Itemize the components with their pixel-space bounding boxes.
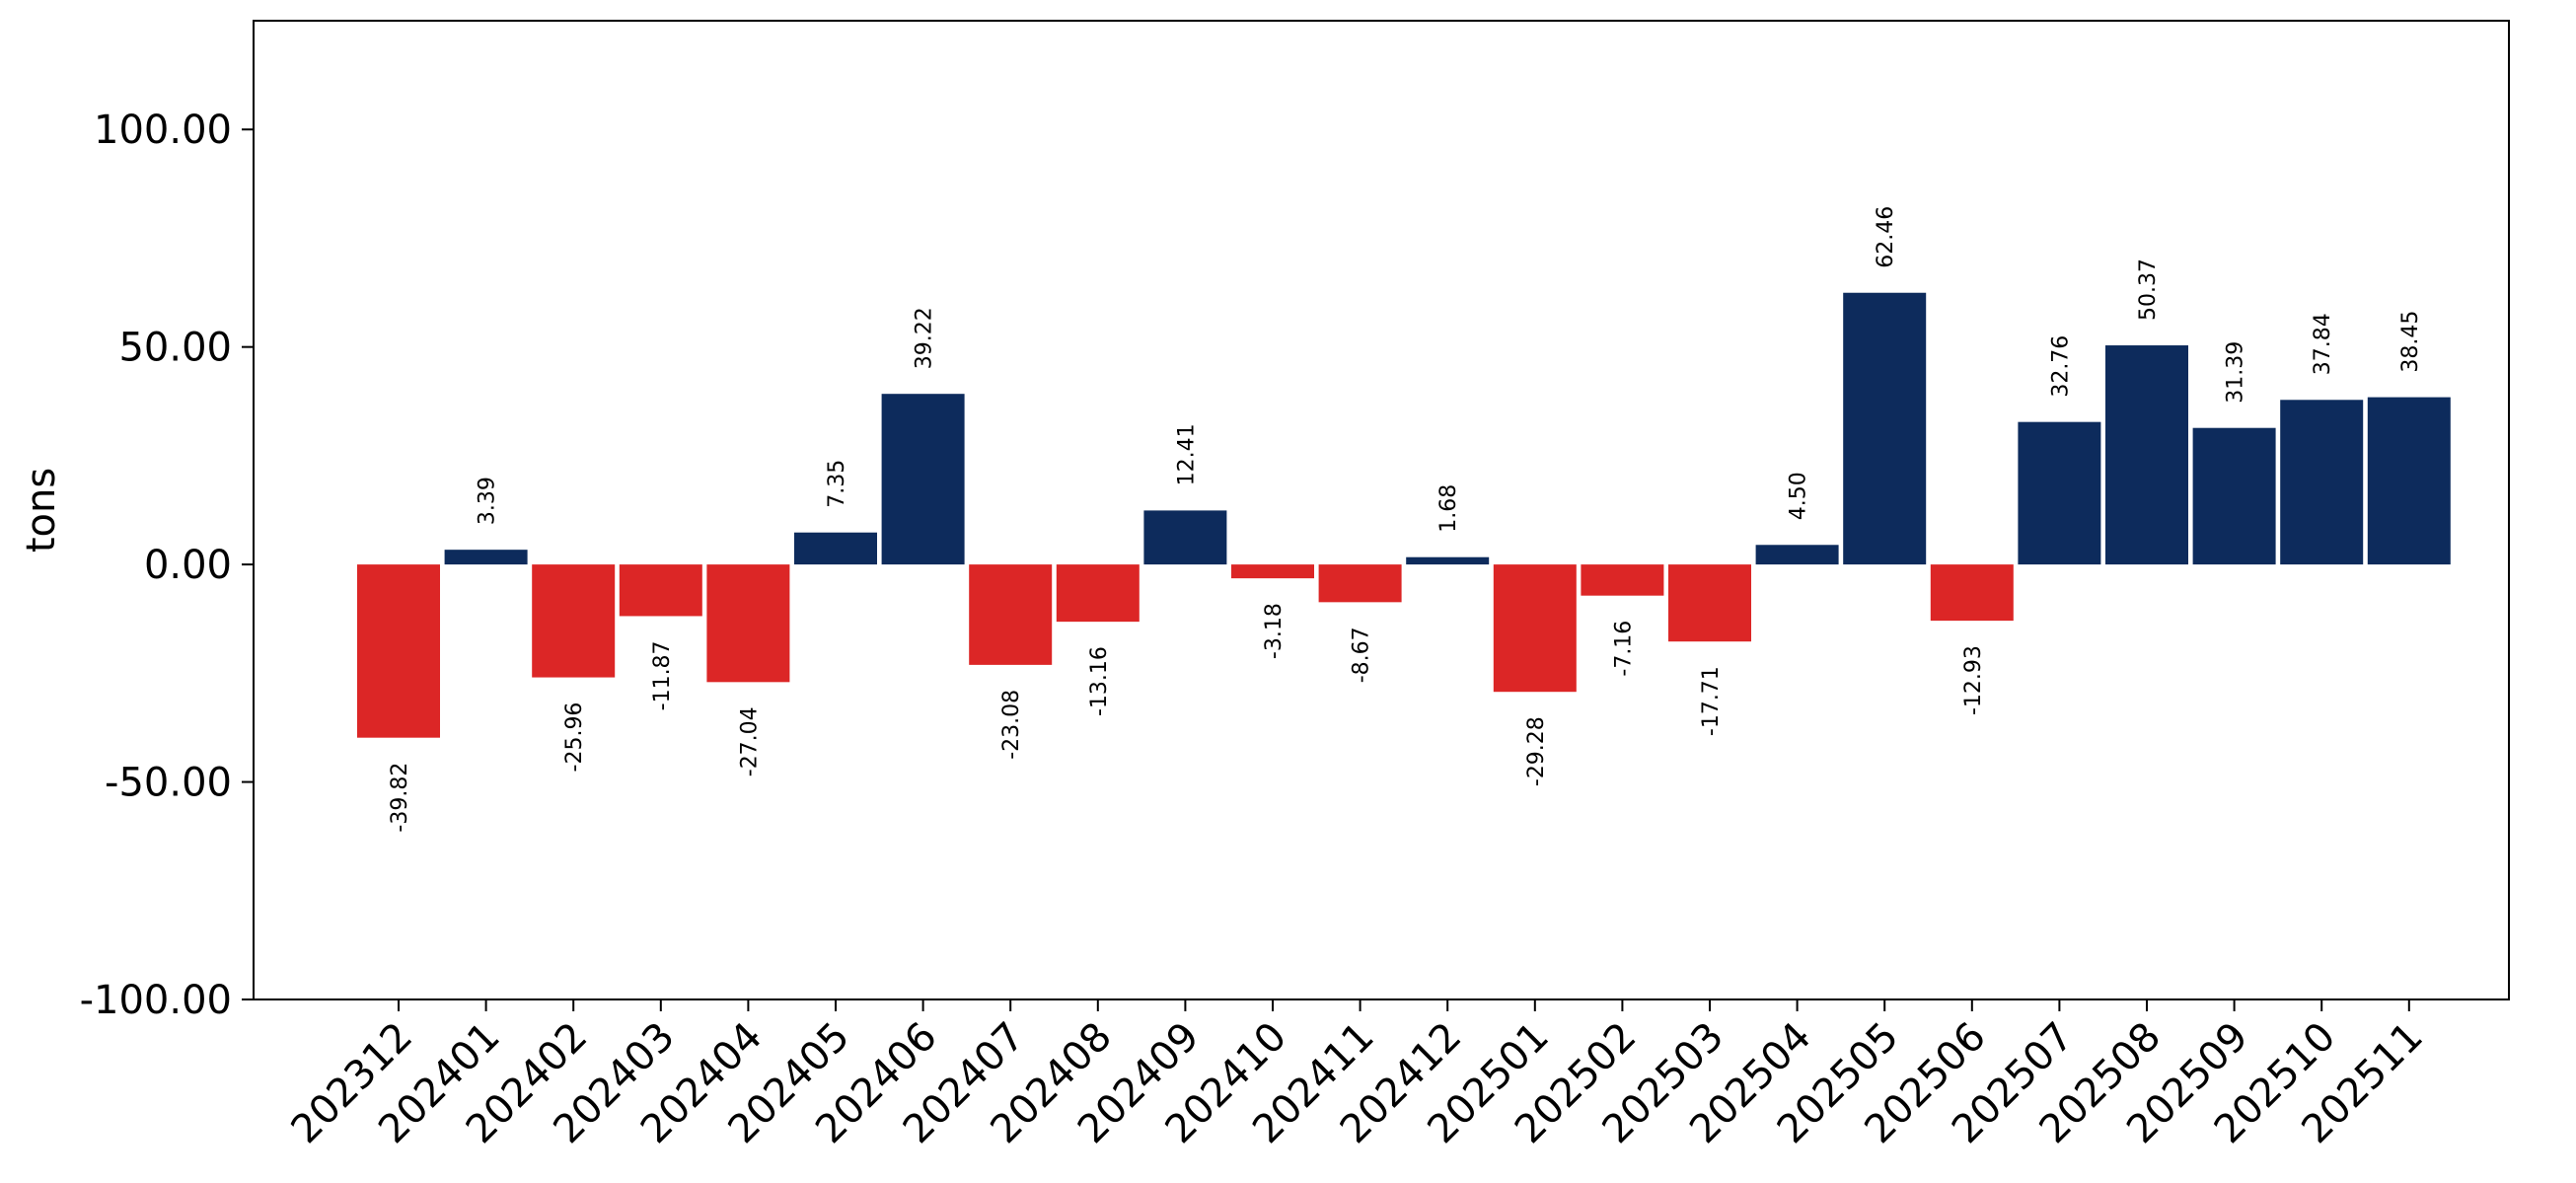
bar-202511	[2367, 397, 2451, 565]
data-label-202505: 62.46	[1874, 206, 1898, 268]
bar-202504	[1755, 545, 1839, 565]
y-tick-label: 100.00	[94, 108, 232, 153]
data-label-202405: 7.35	[825, 460, 849, 508]
x-axis: 2023122024012024022024032024042024052024…	[283, 999, 2432, 1152]
y-tick-label: -50.00	[105, 761, 232, 806]
data-label-202506: -12.93	[1961, 645, 1986, 715]
data-label-202504: 4.50	[1787, 472, 1811, 520]
bar-202404	[706, 564, 790, 683]
data-label-202511: 38.45	[2398, 311, 2423, 373]
bar-202412	[1406, 556, 1490, 565]
bar-202406	[881, 394, 965, 565]
data-label-202408: -13.16	[1087, 646, 1112, 716]
bar-202402	[532, 564, 616, 678]
bar-202403	[619, 564, 702, 617]
bar-202505	[1843, 292, 1927, 565]
bar-202501	[1493, 564, 1577, 693]
bars-layer	[357, 292, 2451, 738]
data-label-202407: -23.08	[999, 690, 1024, 760]
data-label-202402: -25.96	[562, 702, 587, 773]
data-label-202404: -27.04	[737, 706, 762, 776]
bar-202312	[357, 564, 440, 738]
data-label-202509: 31.39	[2224, 341, 2248, 404]
data-label-202401: 3.39	[476, 477, 500, 525]
bar-202405	[794, 532, 877, 565]
data-label-202410: -3.18	[1262, 603, 1287, 659]
data-label-202508: 50.37	[2136, 259, 2161, 321]
bar-202507	[2018, 421, 2101, 565]
data-label-202412: 1.68	[1436, 484, 1461, 533]
y-axis-label: tons	[19, 468, 64, 553]
bar-202509	[2192, 427, 2276, 565]
data-label-202502: -7.16	[1611, 621, 1636, 677]
data-label-202503: -17.71	[1699, 666, 1724, 736]
data-labels-layer: -39.82 3.39 -25.96 -11.87 -27.04 7.35 39.22 -23…	[388, 206, 2423, 833]
bar-202502	[1581, 564, 1664, 596]
bar-202410	[1231, 564, 1314, 579]
bar-202508	[2105, 345, 2188, 565]
bar-202411	[1318, 564, 1402, 603]
y-tick-label: -100.00	[80, 978, 232, 1023]
data-label-202507: 32.76	[2048, 335, 2073, 398]
data-label-202411: -8.67	[1350, 627, 1374, 683]
data-label-202409: 12.41	[1174, 423, 1199, 485]
bar-202510	[2280, 400, 2364, 565]
bar-202503	[1668, 564, 1751, 642]
data-label-202510: 37.84	[2311, 313, 2335, 375]
y-tick-label: 50.00	[118, 326, 232, 371]
bar-202407	[969, 564, 1053, 665]
y-axis: -100.00 -50.00 0.00 50.00 100.00	[80, 108, 254, 1023]
data-label-202406: 39.22	[913, 307, 937, 369]
bar-202409	[1143, 510, 1227, 565]
bar-202506	[1930, 564, 2014, 622]
bar-202401	[444, 550, 528, 565]
y-tick-label: 0.00	[144, 543, 232, 588]
bar-202408	[1056, 564, 1140, 623]
data-label-202403: -11.87	[650, 640, 675, 710]
plot-frame	[253, 20, 2510, 1000]
data-label-202312: -39.82	[388, 763, 412, 833]
data-label-202501: -29.28	[1524, 716, 1549, 786]
